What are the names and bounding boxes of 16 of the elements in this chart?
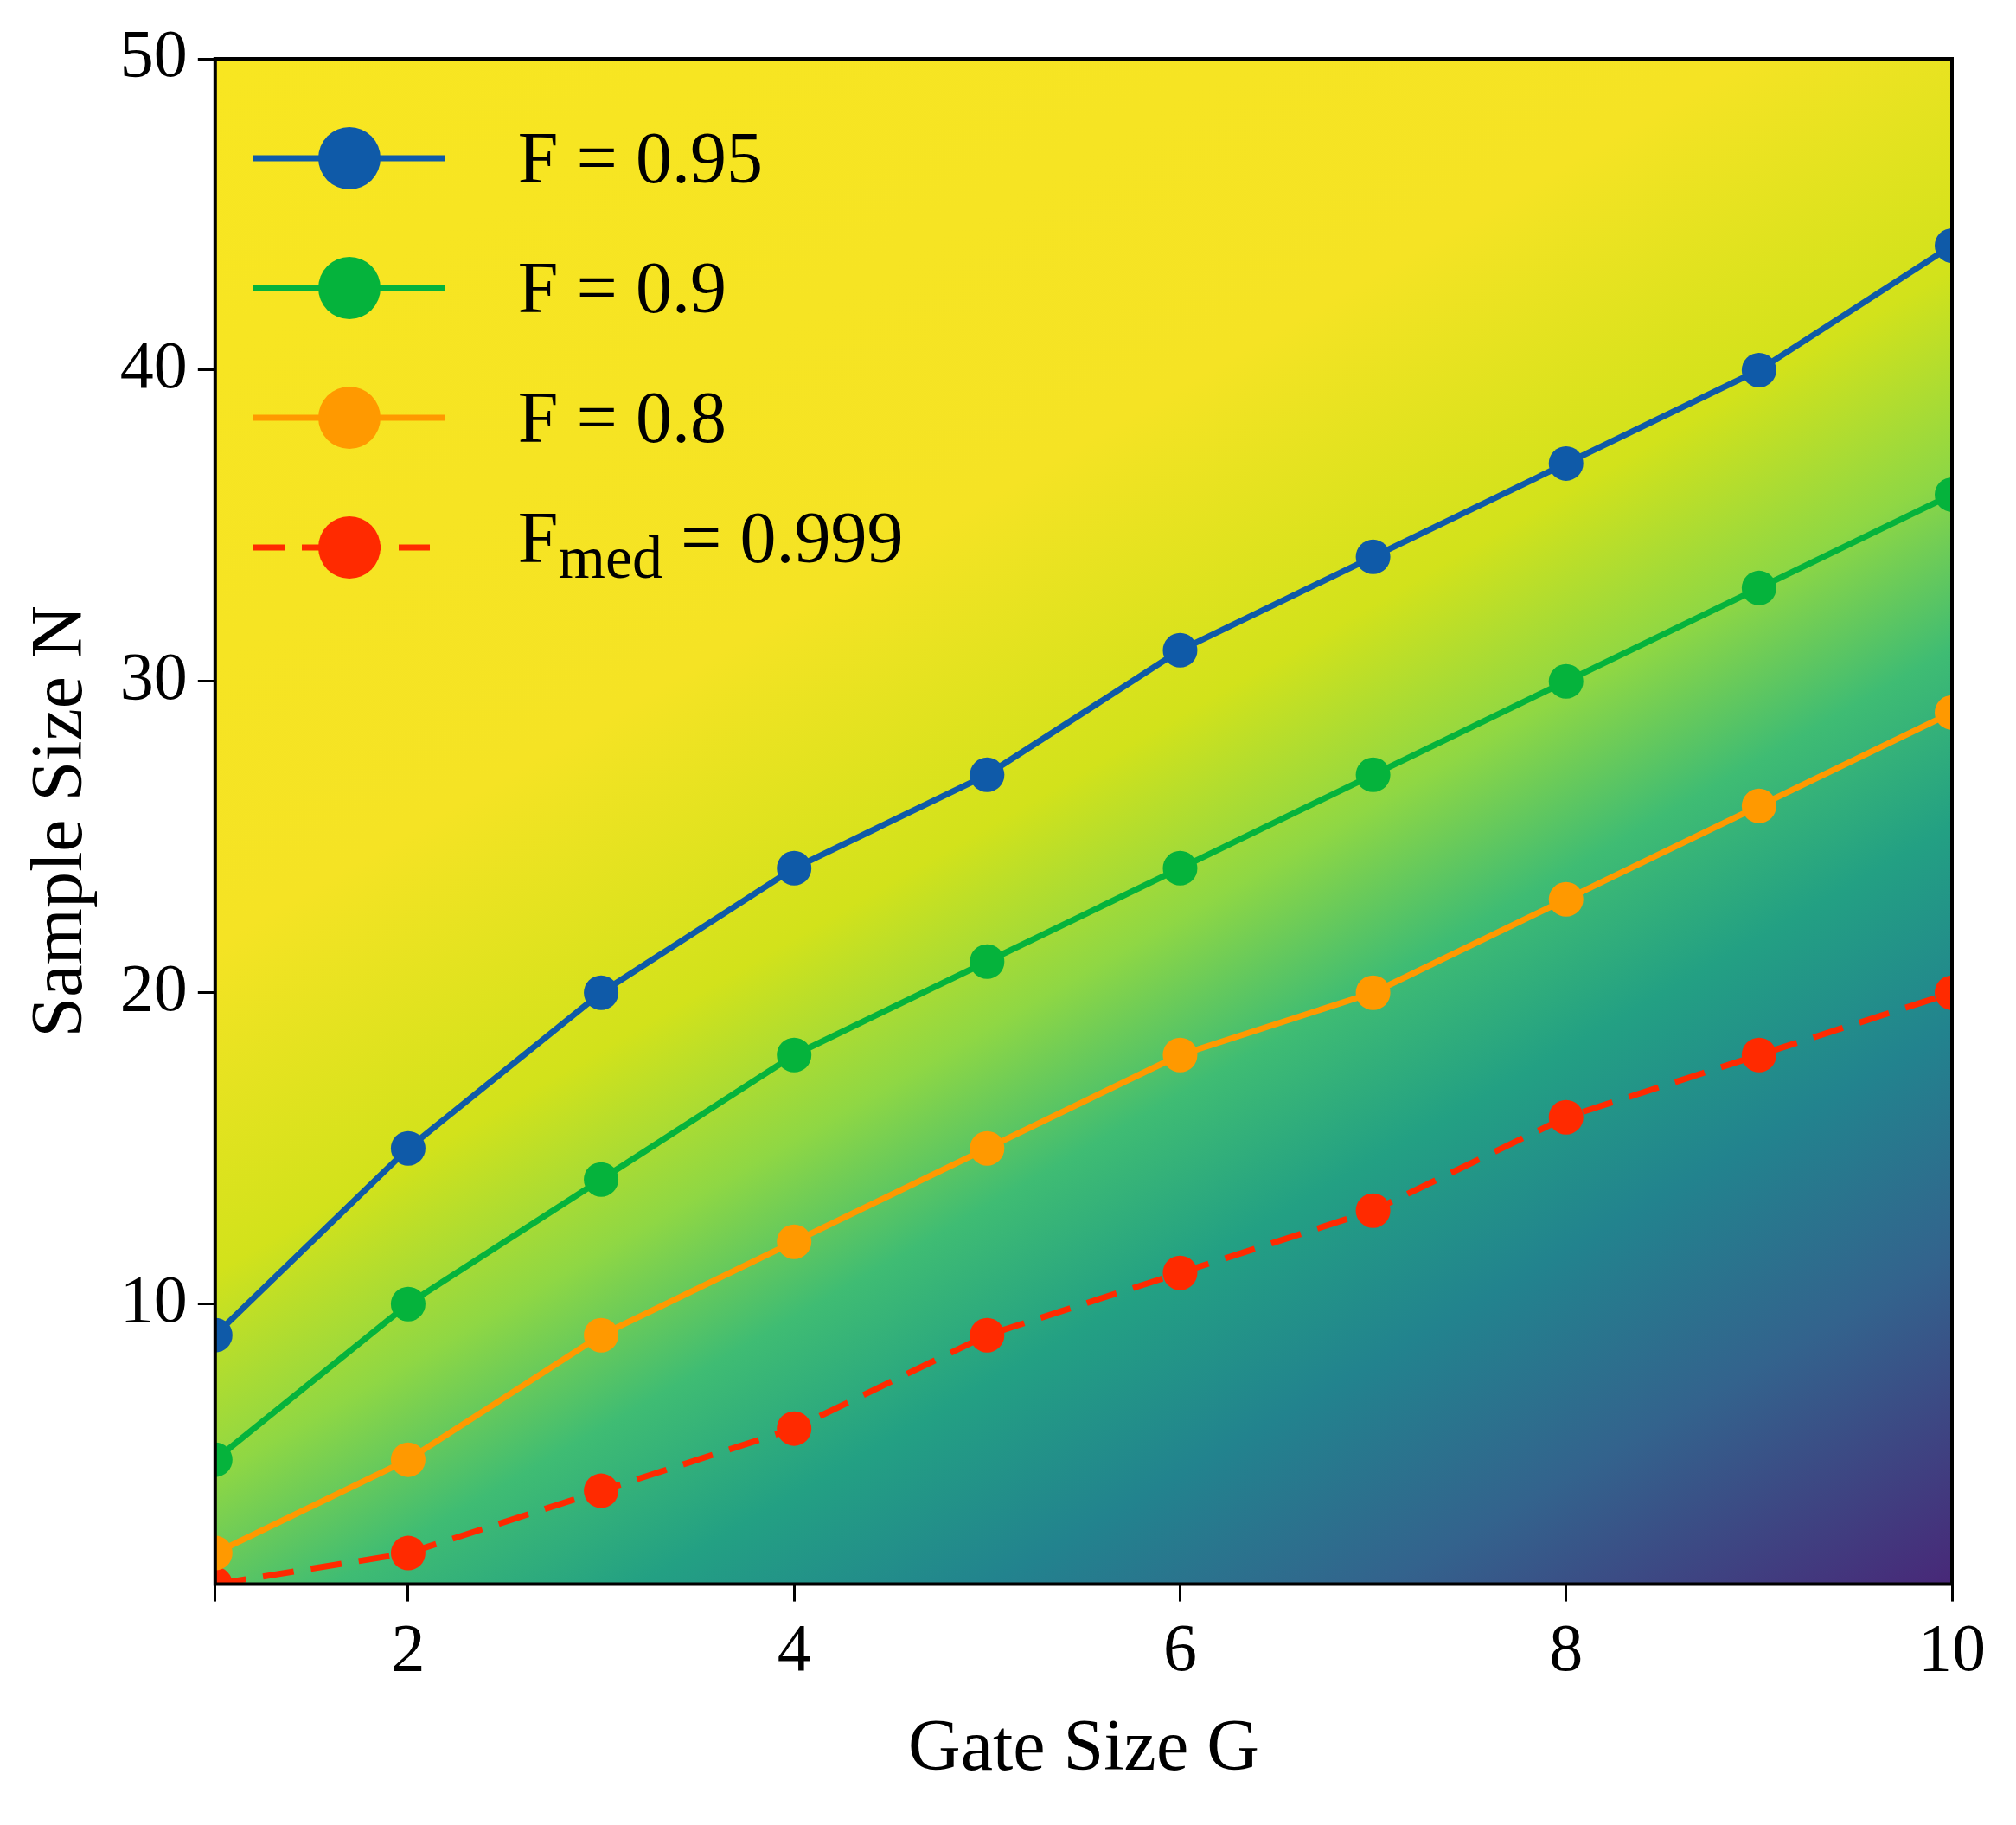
y-tick-label: 50 [119, 16, 188, 92]
y-tick-label: 10 [119, 1261, 188, 1337]
y-tick-label: 30 [119, 638, 188, 714]
x-axis-title: Gate Size G [907, 1704, 1259, 1785]
x-tick-label: 6 [1162, 1609, 1197, 1685]
x-tick-label: 10 [1918, 1609, 1986, 1685]
x-tick-label: 2 [391, 1609, 426, 1685]
y-tick-label: 40 [119, 327, 188, 403]
y-axis-title: Sample Size N [16, 605, 98, 1038]
y-tick-label: 20 [119, 950, 188, 1026]
x-tick-label: 4 [777, 1609, 811, 1685]
legend-label: F = 0.95 [517, 117, 763, 200]
legend-label: F = 0.9 [517, 247, 726, 330]
x-tick-label: 8 [1549, 1609, 1584, 1685]
legend-label: F = 0.8 [517, 376, 726, 459]
legend-label: F$_{med}$ = 0.999 [517, 496, 904, 592]
